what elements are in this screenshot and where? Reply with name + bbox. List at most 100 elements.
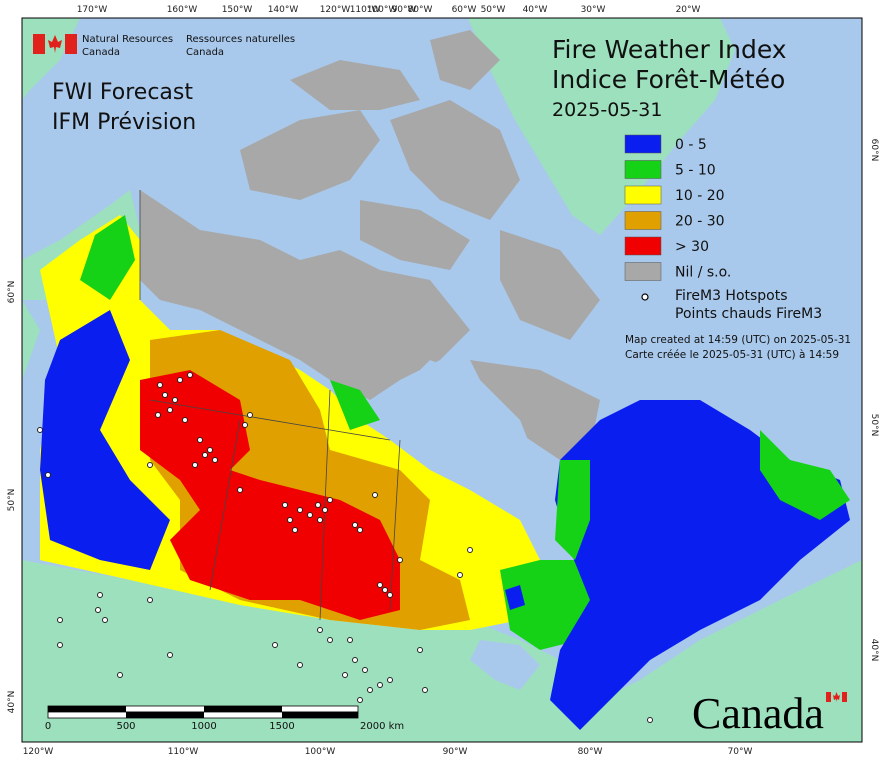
date: 2025-05-31	[552, 99, 662, 121]
hotspot	[45, 472, 51, 478]
fwi-0-5	[505, 585, 525, 610]
hotspot	[387, 592, 393, 598]
bottom-longitude-label: 80°W	[578, 747, 603, 757]
header: Natural Resources Canada Ressources natu…	[33, 34, 787, 135]
hotspot	[357, 697, 363, 703]
legend-swatch	[624, 236, 662, 256]
hotspot	[95, 607, 101, 613]
credit: Map created at 14:59 (UTC) on 2025-05-31	[625, 334, 851, 346]
bottom-longitude-label: 70°W	[728, 747, 753, 757]
hotspot	[382, 587, 388, 593]
hotspot	[317, 627, 323, 633]
arctic-island	[360, 200, 470, 270]
flag-bar	[826, 692, 831, 702]
hotspot	[157, 382, 163, 388]
hotspot	[187, 372, 193, 378]
greenland	[468, 18, 735, 235]
hotspot	[147, 597, 153, 603]
hotspot	[322, 507, 328, 513]
hotspot	[155, 412, 161, 418]
hotspot	[342, 672, 348, 678]
hotspot	[397, 557, 403, 563]
legend-label: 5 - 10	[675, 163, 716, 179]
hotspot	[102, 617, 108, 623]
hotspot	[372, 492, 378, 498]
top-longitude-label: 150°W	[222, 5, 253, 15]
right-latitude-label: 60°N	[869, 139, 879, 162]
hotspot	[57, 642, 63, 648]
hotspot	[167, 652, 173, 658]
hotspot	[272, 642, 278, 648]
flag-bar	[842, 692, 847, 702]
top-longitude-label: 30°W	[581, 5, 606, 15]
legend-swatch	[624, 160, 662, 179]
hotspot-symbol	[641, 293, 649, 301]
scale-label: 2000 km	[360, 721, 404, 732]
hotspot	[315, 502, 321, 508]
hotspot	[237, 487, 243, 493]
legend-hotspots: Points chauds FireM3	[675, 306, 822, 322]
arctic-island	[290, 60, 420, 110]
scale-bar-segment	[48, 706, 126, 712]
top-longitude-label: 50°W	[481, 5, 506, 15]
hotspot	[327, 497, 333, 503]
agency-fr: Ressources naturelles	[186, 34, 295, 45]
hotspot	[57, 617, 63, 623]
fwi-5-10	[555, 460, 590, 560]
scale-label: 1500	[269, 721, 294, 732]
baffin-island	[500, 230, 600, 340]
legend-label: > 30	[675, 239, 709, 255]
hotspot	[247, 412, 253, 418]
bottom-longitude-label: 90°W	[443, 747, 468, 757]
top-longitude-label: 110°W	[350, 5, 381, 15]
legend-label: 0 - 5	[675, 137, 707, 153]
agency-fr: Canada	[186, 47, 224, 58]
fwi-0-5	[40, 310, 170, 570]
arctic-island	[390, 100, 520, 220]
credit: Carte créée le 2025-05-31 (UTC) à 14:59	[625, 349, 839, 361]
canada-wordmark: Canada	[692, 689, 824, 738]
fwi-over-30	[140, 370, 400, 620]
left-latitude-label: 40°N	[7, 691, 17, 714]
hotspots	[37, 372, 653, 723]
product: FWI Forecast	[52, 80, 193, 105]
hotspot	[282, 502, 288, 508]
top-longitude-label: 60°W	[452, 5, 477, 15]
hotspot	[287, 517, 293, 523]
agency-en: Natural Resources	[82, 34, 173, 45]
hotspot	[147, 462, 153, 468]
wordmark: Canada	[692, 689, 847, 738]
legend-swatch	[624, 262, 662, 281]
title: Fire Weather Index	[552, 35, 787, 64]
hotspot	[177, 377, 183, 383]
boundaries	[139, 190, 401, 621]
scale-label: 1000	[191, 721, 216, 732]
top-longitude-label: 120°W	[320, 5, 351, 15]
legend: FireM3 Hotspots Points chauds FireM3 Map…	[624, 134, 851, 361]
hotspot	[387, 677, 393, 683]
hotspot	[197, 437, 203, 443]
hotspot	[377, 582, 383, 588]
hotspot	[202, 452, 208, 458]
hotspot	[297, 662, 303, 668]
nil-zone	[140, 190, 470, 400]
top-longitude-label: 80°W	[408, 5, 433, 15]
agency-en: Canada	[82, 47, 120, 58]
united-states	[22, 560, 862, 742]
hotspot	[352, 522, 358, 528]
hotspot	[162, 392, 168, 398]
bottom-longitude-label: 110°W	[168, 747, 199, 757]
fwi-5-10	[760, 430, 850, 520]
hotspot	[37, 427, 43, 433]
hotspot	[317, 517, 323, 523]
top-longitude-label: 100°W	[367, 5, 398, 15]
title: Indice Forêt-Météo	[552, 65, 785, 94]
hotspot	[182, 417, 188, 423]
maple-leaf	[833, 692, 840, 702]
scale-bar-segment	[126, 712, 204, 718]
hotspot	[167, 407, 173, 413]
left-latitude-label: 60°N	[7, 281, 17, 304]
hotspot	[212, 457, 218, 463]
scale-bar-segment	[282, 712, 358, 718]
